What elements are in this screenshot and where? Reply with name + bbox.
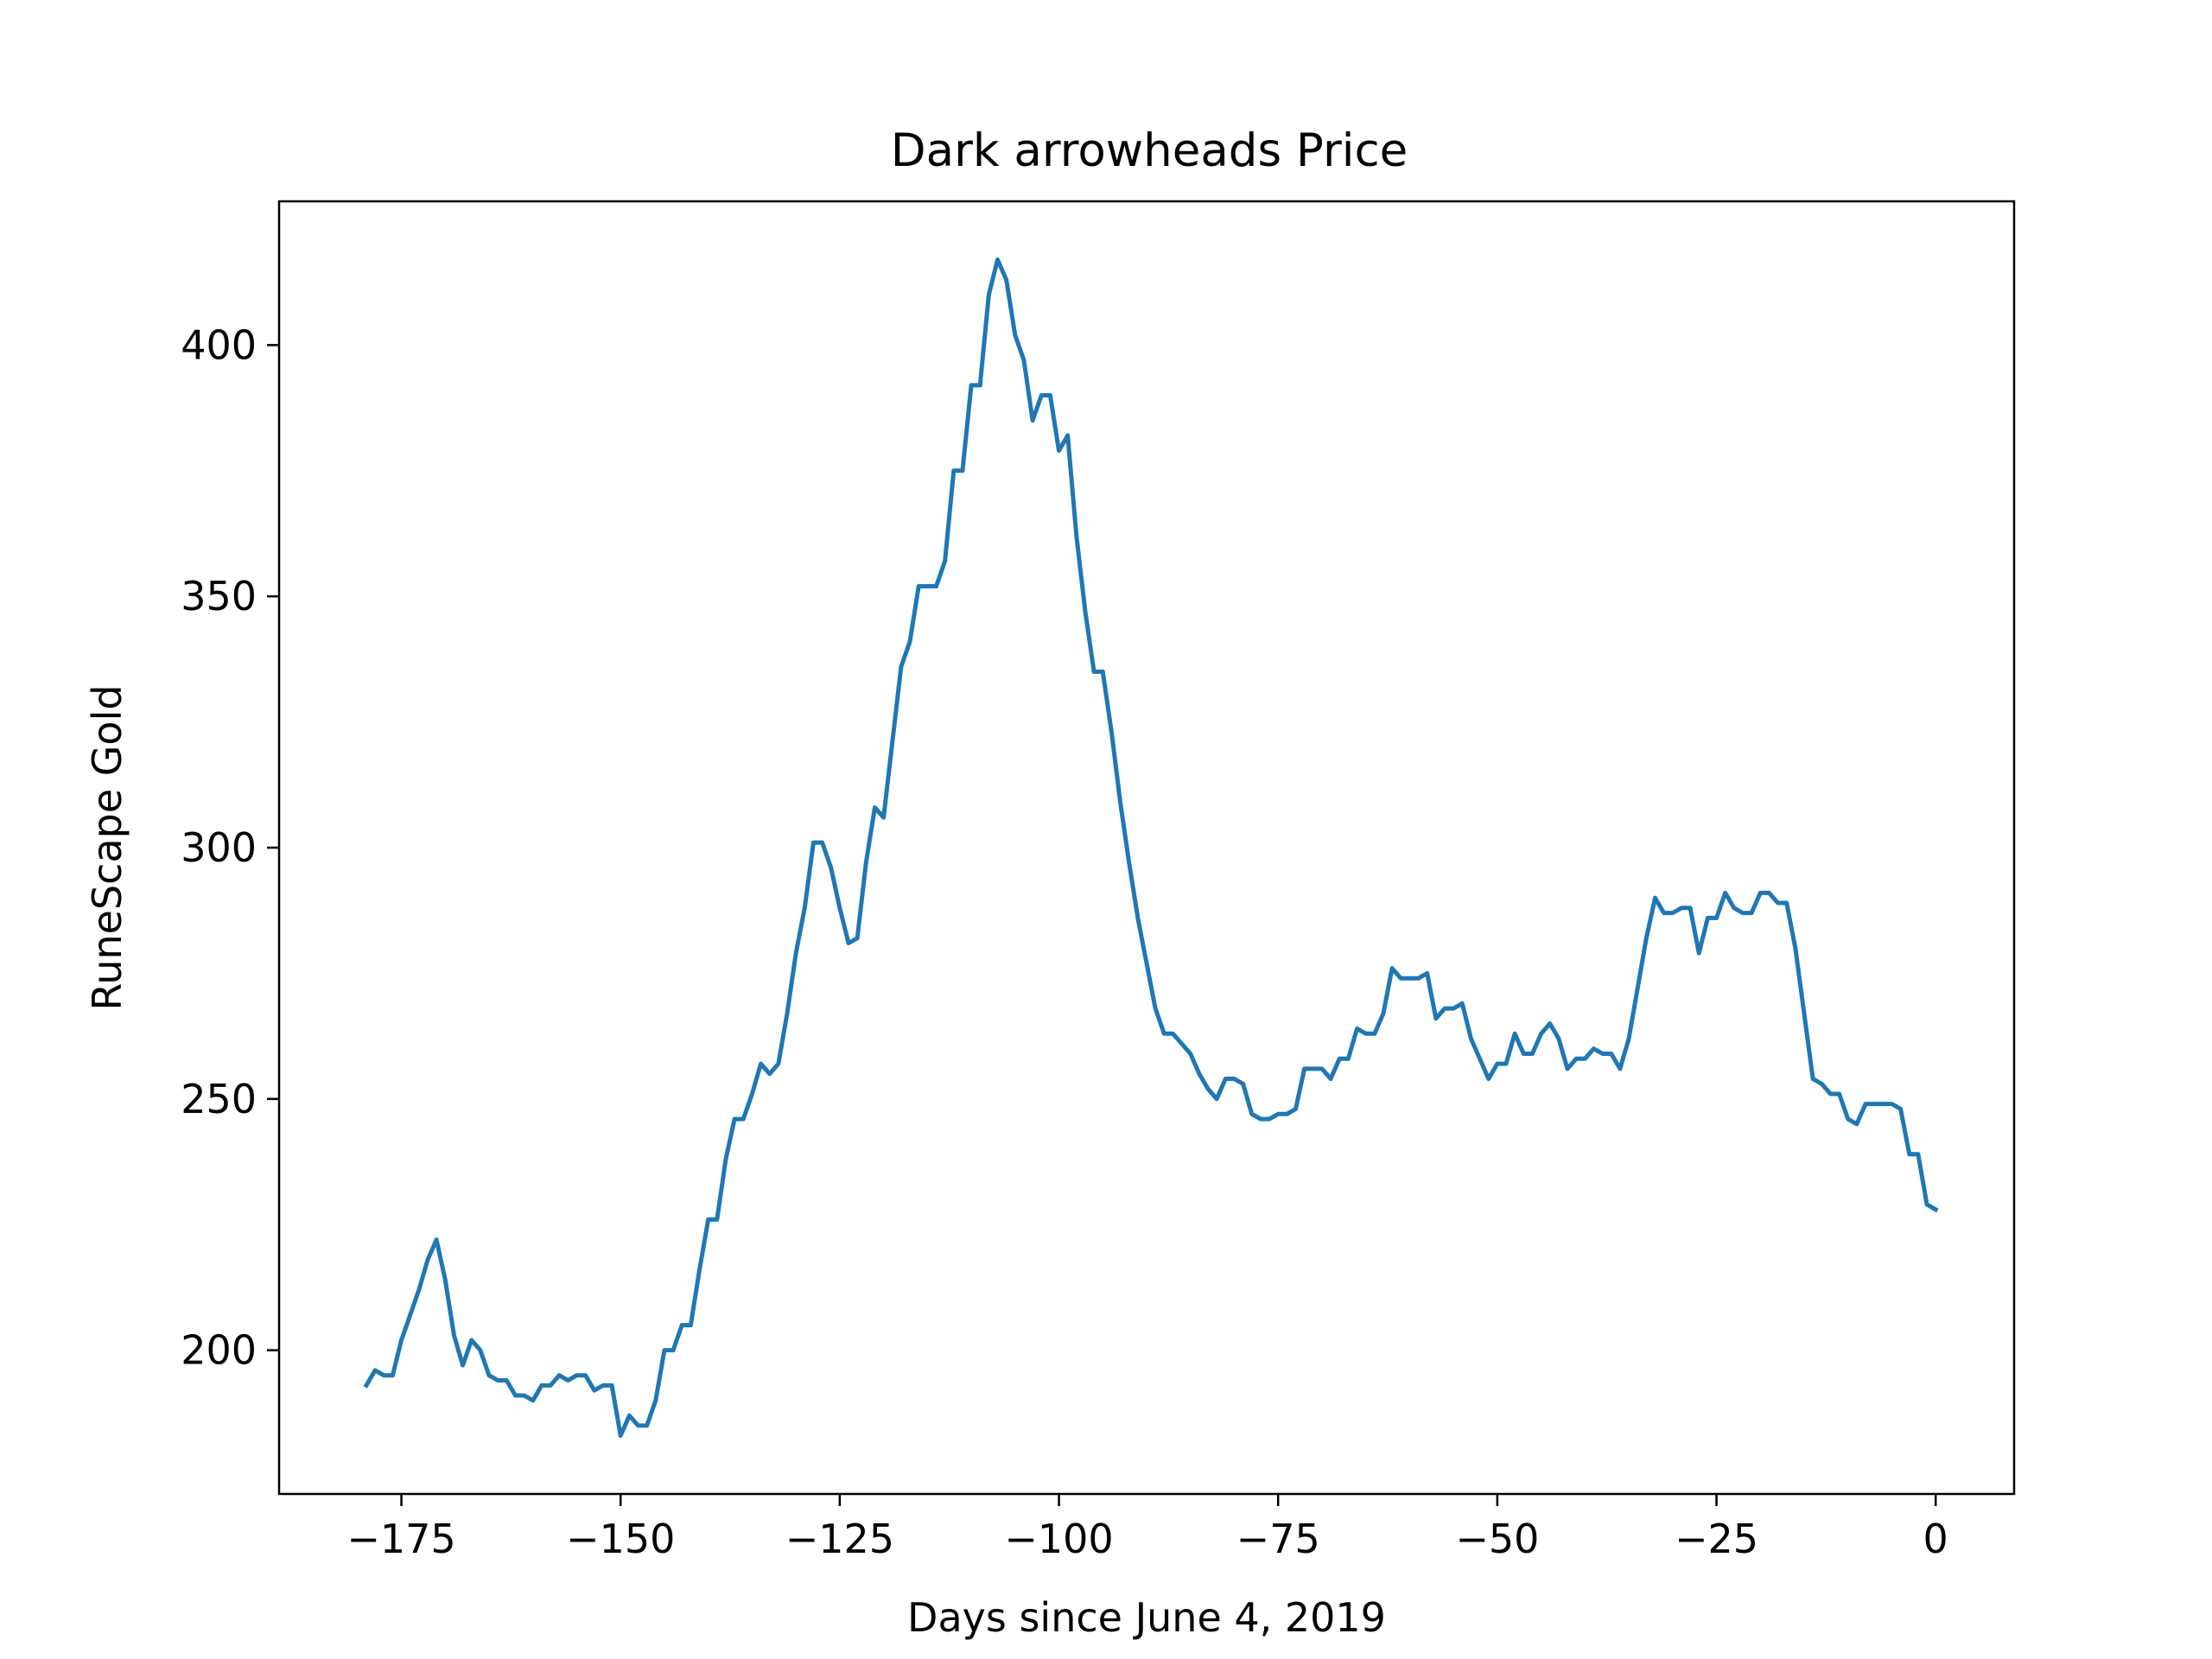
price-series-line [363,257,1939,1439]
chart-title: Dark arrowheads Price [891,124,1408,177]
y-axis-ticks: 200 250 300 350 400 [181,321,279,1374]
y-tick-label: 200 [181,1327,257,1374]
x-tick-label: −25 [1675,1516,1758,1562]
x-tick-label: −150 [566,1516,675,1562]
x-tick-label: −125 [785,1516,894,1562]
x-axis-ticks: −175 −150 −125 −100 −75 −50 −25 0 [346,1494,1948,1562]
x-tick-label: 0 [1923,1516,1948,1562]
y-tick-label: 350 [181,573,257,620]
y-tick-label: 300 [181,824,257,871]
x-tick-label: −175 [346,1516,455,1562]
x-tick-label: −100 [1004,1516,1113,1562]
x-axis-label: Days since June 4, 2019 [907,1594,1386,1641]
x-tick-label: −50 [1455,1516,1539,1562]
x-tick-label: −75 [1236,1516,1320,1562]
plot-area [363,257,1939,1439]
y-tick-label: 400 [181,321,257,368]
y-tick-label: 250 [181,1076,257,1122]
axes-frame [277,200,2016,1496]
y-axis-label: RuneScape Gold [84,684,130,1010]
